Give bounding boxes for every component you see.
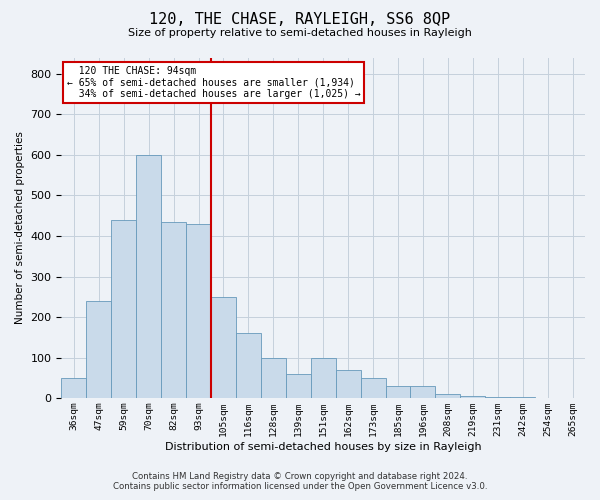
Y-axis label: Number of semi-detached properties: Number of semi-detached properties: [15, 132, 25, 324]
Bar: [161, 222, 186, 398]
X-axis label: Distribution of semi-detached houses by size in Rayleigh: Distribution of semi-detached houses by …: [165, 442, 482, 452]
Bar: [86, 301, 111, 398]
Bar: [286, 374, 311, 398]
Bar: [61, 378, 86, 398]
Bar: [211, 297, 236, 398]
Bar: [311, 358, 335, 399]
Bar: [386, 386, 410, 398]
Bar: [485, 397, 510, 398]
Bar: [261, 358, 286, 399]
Bar: [136, 155, 161, 398]
Text: 120 THE CHASE: 94sqm
← 65% of semi-detached houses are smaller (1,934)
  34% of : 120 THE CHASE: 94sqm ← 65% of semi-detac…: [67, 66, 361, 99]
Text: 120, THE CHASE, RAYLEIGH, SS6 8QP: 120, THE CHASE, RAYLEIGH, SS6 8QP: [149, 12, 451, 28]
Bar: [186, 224, 211, 398]
Bar: [436, 394, 460, 398]
Bar: [361, 378, 386, 398]
Bar: [410, 386, 436, 398]
Text: Contains HM Land Registry data © Crown copyright and database right 2024.
Contai: Contains HM Land Registry data © Crown c…: [113, 472, 487, 491]
Bar: [460, 396, 485, 398]
Bar: [111, 220, 136, 398]
Bar: [335, 370, 361, 398]
Bar: [236, 334, 261, 398]
Text: Size of property relative to semi-detached houses in Rayleigh: Size of property relative to semi-detach…: [128, 28, 472, 38]
